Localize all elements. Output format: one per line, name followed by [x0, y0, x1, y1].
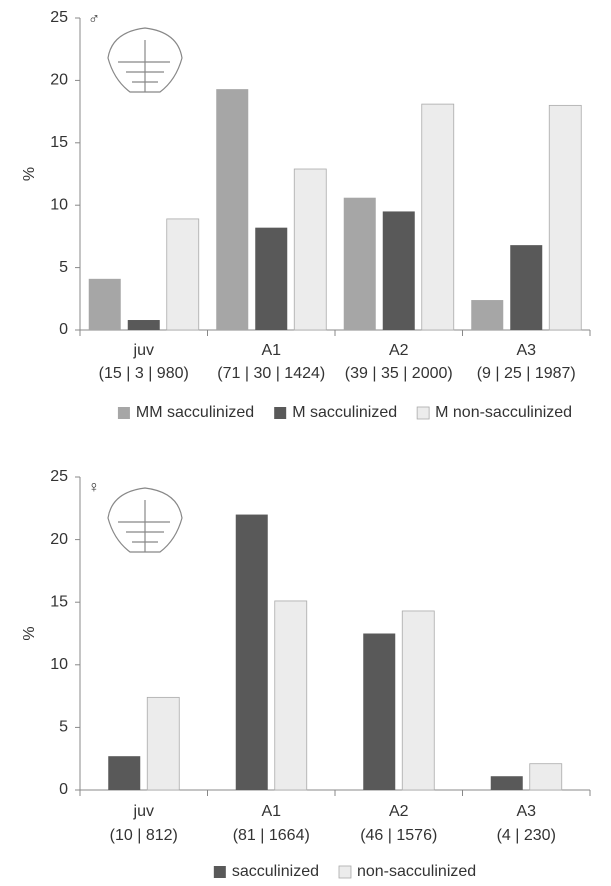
bar	[402, 611, 434, 790]
y-tick-label: 0	[59, 781, 68, 798]
crab-icon	[108, 488, 182, 552]
bar	[236, 515, 268, 790]
y-tick-label: 15	[50, 134, 68, 151]
y-tick-label: 10	[50, 656, 68, 673]
legend-label: MM sacculinized	[136, 404, 254, 421]
bar	[530, 764, 562, 790]
legend-swatch	[339, 866, 351, 878]
bar	[471, 300, 503, 330]
bar	[344, 198, 376, 330]
crab-icon	[108, 28, 182, 92]
x-tick-sublabel: (9 | 25 | 1987)	[477, 365, 576, 382]
legend-label: non-sacculinized	[357, 863, 476, 880]
bar	[128, 320, 160, 330]
bar	[383, 211, 415, 330]
y-tick-label: 0	[59, 321, 68, 338]
y-axis-label: %	[21, 167, 38, 181]
x-tick-label: A1	[261, 803, 281, 820]
x-tick-sublabel: (15 | 3 | 980)	[99, 365, 189, 382]
bar	[549, 105, 581, 330]
legend-swatch	[118, 407, 130, 419]
legend-swatch	[274, 407, 286, 419]
bar	[167, 219, 199, 330]
y-axis-label: %	[21, 626, 38, 640]
bar	[363, 634, 395, 791]
y-tick-label: 15	[50, 593, 68, 610]
y-tick-label: 25	[50, 468, 68, 485]
x-tick-sublabel: (46 | 1576)	[360, 827, 437, 844]
bar	[422, 104, 454, 330]
bar	[147, 697, 179, 790]
x-tick-label: A2	[389, 342, 409, 359]
bar	[491, 776, 523, 790]
y-tick-label: 20	[50, 531, 68, 548]
annotation: ♂	[88, 11, 100, 28]
bar	[255, 228, 287, 330]
x-tick-sublabel: (81 | 1664)	[233, 827, 310, 844]
x-tick-label: A3	[516, 803, 536, 820]
x-tick-label: A3	[516, 342, 536, 359]
legend-label: M non-sacculinized	[435, 404, 572, 421]
x-tick-label: A1	[261, 342, 281, 359]
y-tick-label: 20	[50, 72, 68, 89]
bar	[216, 89, 248, 330]
x-tick-sublabel: (4 | 230)	[497, 827, 556, 844]
bar	[89, 279, 121, 330]
legend-swatch	[214, 866, 226, 878]
x-tick-label: juv	[133, 342, 154, 359]
chart: 0 5 10 15 20 25% ♂ juv (15 | 3 | 980) A1 (71 | 30 …	[0, 0, 611, 886]
x-tick-label: A2	[389, 803, 409, 820]
y-tick-label: 5	[59, 259, 68, 276]
legend-swatch	[417, 407, 429, 419]
x-tick-sublabel: (71 | 30 | 1424)	[217, 365, 325, 382]
x-tick-sublabel: (10 | 812)	[110, 827, 178, 844]
x-tick-sublabel: (39 | 35 | 2000)	[345, 365, 453, 382]
bar	[294, 169, 326, 330]
y-tick-label: 10	[50, 196, 68, 213]
bar	[275, 601, 307, 790]
y-tick-label: 25	[50, 9, 68, 26]
x-tick-label: juv	[133, 803, 154, 820]
annotation: ♀	[88, 479, 100, 496]
bar	[510, 245, 542, 330]
bar	[108, 756, 140, 790]
y-tick-label: 5	[59, 719, 68, 736]
legend-label: M sacculinized	[292, 404, 397, 421]
legend-label: sacculinized	[232, 863, 319, 880]
